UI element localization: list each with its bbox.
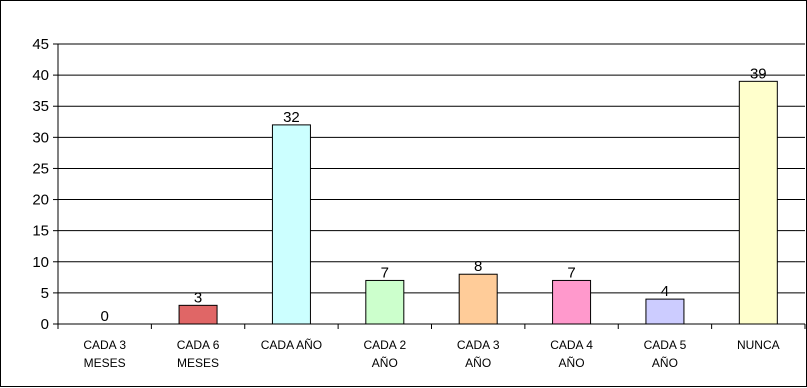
- axes: [53, 43, 806, 329]
- bar: [738, 80, 778, 325]
- data-label: 7: [567, 264, 575, 281]
- bars: [178, 80, 778, 325]
- y-tick-label: 10: [32, 254, 49, 271]
- x-tick-label-line: CADA AÑO: [261, 338, 322, 352]
- bar: [365, 279, 405, 325]
- data-label: 3: [194, 289, 202, 306]
- y-tick-label: 30: [32, 129, 49, 146]
- x-tick-label-line: CADA 4: [550, 338, 593, 352]
- y-tick-label: 45: [32, 36, 49, 53]
- y-tick-label: 5: [41, 285, 49, 302]
- bar: [552, 279, 592, 325]
- data-label: 7: [381, 264, 389, 281]
- bar: [645, 298, 685, 325]
- x-tick-label-line: CADA 5: [644, 338, 687, 352]
- x-tick-label: CADA 6 MESES: [177, 338, 220, 370]
- x-tick-label-line: CADA 3: [457, 338, 500, 352]
- x-tick-label: CADA 2 AÑO: [363, 338, 406, 370]
- x-tick-label-line: AÑO: [465, 356, 491, 370]
- data-label: 4: [661, 283, 669, 300]
- x-tick-label: NUNCA: [737, 338, 780, 352]
- y-tick-label: 25: [32, 160, 49, 177]
- y-tick-label: 15: [32, 223, 49, 240]
- bar: [271, 124, 311, 325]
- bar: [458, 273, 498, 325]
- x-tick-label-line: CADA 2: [363, 338, 406, 352]
- x-tick-label-line: NUNCA: [737, 338, 780, 352]
- y-tick-label: 40: [32, 67, 49, 84]
- data-label: 8: [474, 258, 482, 275]
- x-tick-label: CADA 4 AÑO: [550, 338, 593, 370]
- x-tick-label-line: AÑO: [372, 356, 398, 370]
- y-tick-label: 0: [41, 316, 49, 333]
- y-tick-label: 20: [32, 192, 49, 209]
- x-tick-label-line: MESES: [84, 356, 126, 370]
- x-tick-label-line: MESES: [177, 356, 219, 370]
- x-tick-label: CADA AÑO: [261, 338, 322, 352]
- x-tick-label-line: CADA 3: [83, 338, 126, 352]
- labels: 0 5 10 15 20 25 30 35 40 45 0 CADA 3 MESES 3 CADA 6 MES…: [32, 36, 779, 370]
- data-label: 39: [750, 65, 767, 82]
- x-tick-label-line: CADA 6: [177, 338, 220, 352]
- x-tick-label-line: AÑO: [652, 356, 678, 370]
- x-tick-label: CADA 3 MESES: [83, 338, 126, 370]
- x-tick-label-line: AÑO: [559, 356, 585, 370]
- data-label: 0: [101, 308, 109, 325]
- x-tick-label: CADA 5 AÑO: [644, 338, 687, 370]
- gridlines: [58, 43, 805, 325]
- bar: [178, 304, 218, 325]
- data-label: 32: [283, 109, 300, 126]
- x-tick-label: CADA 3 AÑO: [457, 338, 500, 370]
- y-tick-label: 35: [32, 98, 49, 115]
